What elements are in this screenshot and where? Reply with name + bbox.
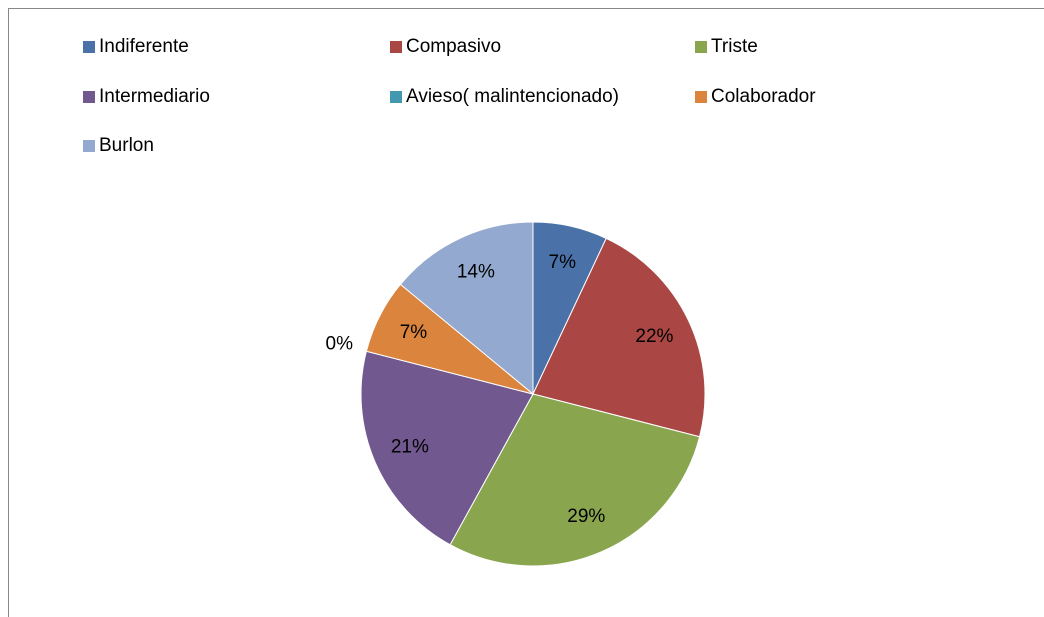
legend-label: Burlon bbox=[99, 135, 154, 156]
data-label: 29% bbox=[567, 506, 605, 527]
data-label: 7% bbox=[400, 322, 428, 343]
data-label: 14% bbox=[457, 262, 495, 283]
legend-label: Triste bbox=[711, 36, 758, 57]
pie-slice bbox=[449, 393, 701, 567]
legend-swatch bbox=[83, 91, 95, 103]
legend-swatch bbox=[390, 91, 402, 103]
legend-label: Colaborador bbox=[711, 86, 816, 107]
legend-label: Avieso( malintencionado) bbox=[406, 86, 619, 107]
chart-border bbox=[8, 8, 1044, 617]
pie-slice bbox=[532, 237, 706, 438]
data-label: 0% bbox=[326, 333, 354, 354]
legend-label: Indiferente bbox=[99, 36, 189, 57]
legend-swatch bbox=[390, 41, 402, 53]
pie-slice bbox=[360, 350, 534, 546]
pie-slice bbox=[399, 221, 534, 396]
legend-label: Compasivo bbox=[406, 36, 501, 57]
legend-swatch bbox=[83, 140, 95, 152]
legend-swatch bbox=[695, 41, 707, 53]
data-label: 22% bbox=[635, 326, 673, 347]
legend-label: Intermediario bbox=[99, 86, 210, 107]
legend-swatch bbox=[83, 41, 95, 53]
data-label: 7% bbox=[549, 252, 577, 273]
legend-swatch bbox=[695, 91, 707, 103]
data-label: 21% bbox=[391, 436, 429, 457]
